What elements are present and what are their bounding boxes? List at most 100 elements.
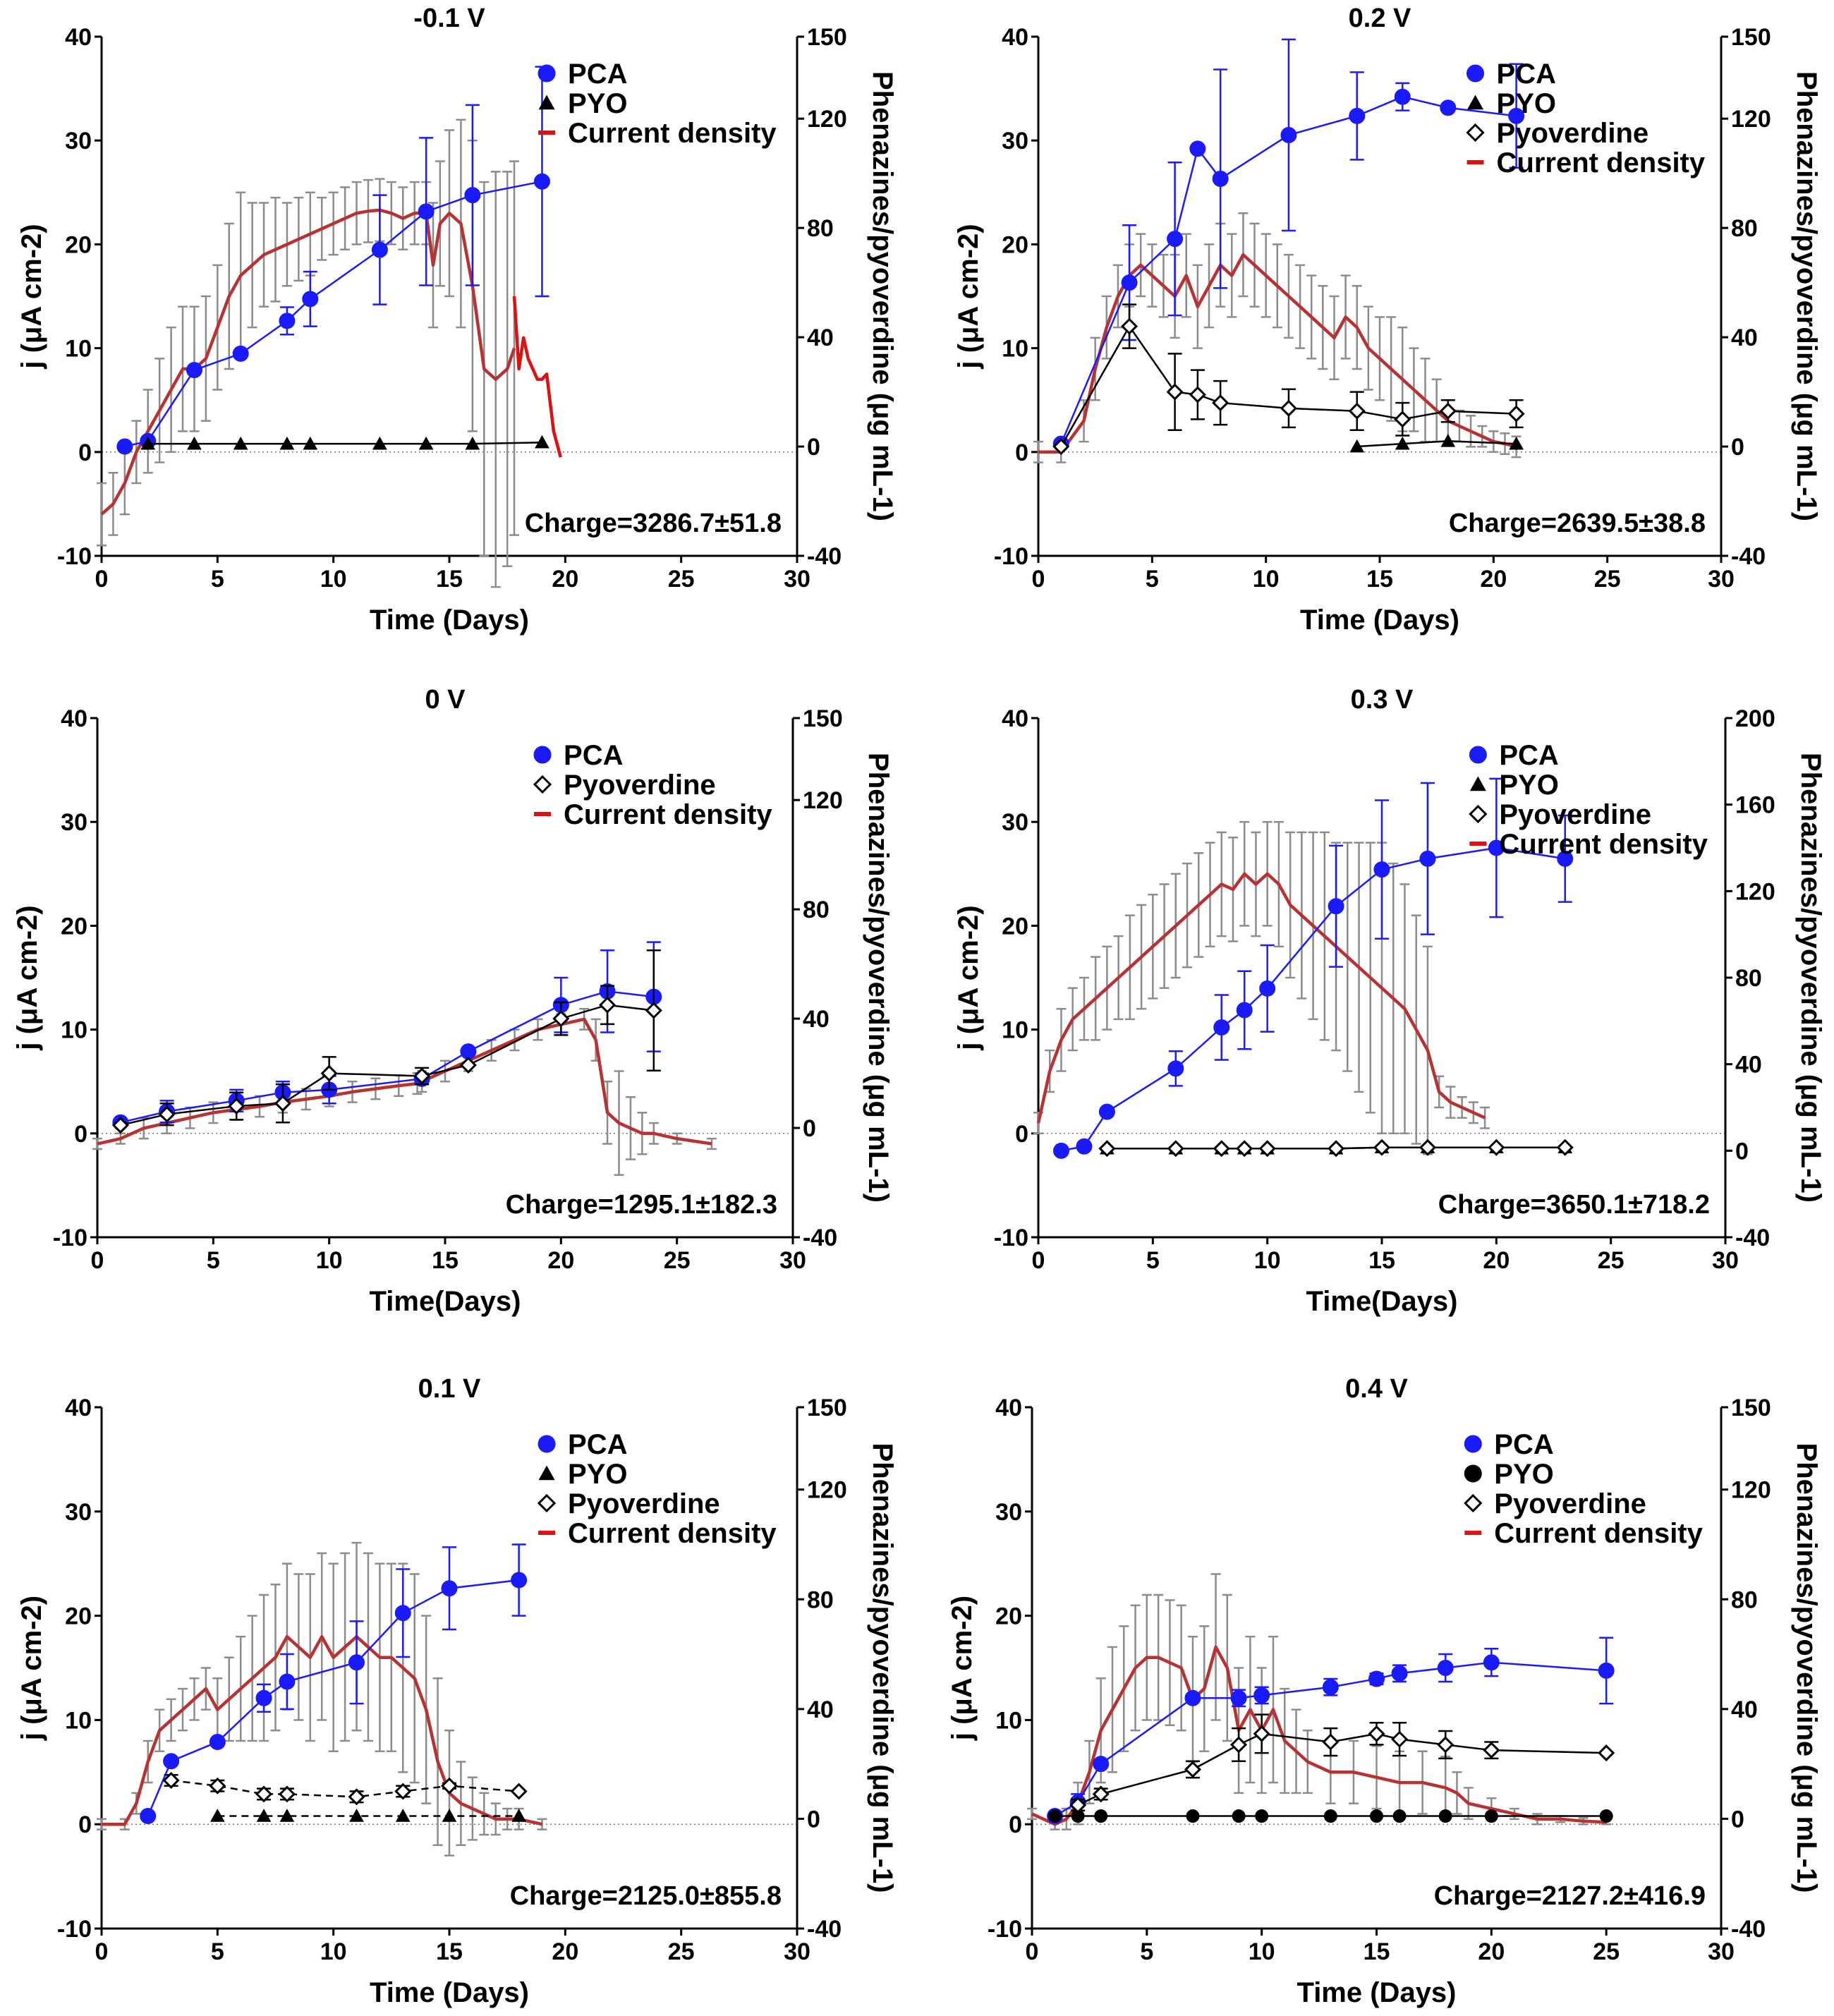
pca-point bbox=[279, 312, 296, 329]
pca-point bbox=[279, 1673, 296, 1690]
y-tick-label: 20 bbox=[1002, 231, 1028, 258]
y2-tick-label: 0 bbox=[807, 1806, 820, 1833]
panel-0.2V: 0.2 V0 5 10 15 20 25 30-10010203040-4004080120… bbox=[953, 4, 1822, 636]
pca-point bbox=[441, 1580, 458, 1597]
pyoverdine-point bbox=[645, 1002, 662, 1019]
x-tick-label: 15 bbox=[1366, 566, 1393, 593]
pca-point bbox=[1440, 99, 1457, 116]
y2-axis-label: Phenazines/pyoverdine (μg mL-1) bbox=[867, 1443, 898, 1893]
charge-annotation: Charge=2127.2±416.9 bbox=[1434, 1881, 1706, 1911]
legend-marker bbox=[538, 64, 556, 83]
pca-line bbox=[124, 181, 542, 448]
legend-marker bbox=[538, 95, 555, 110]
pyo-point bbox=[418, 436, 434, 450]
y-tick-label: 20 bbox=[1002, 913, 1028, 940]
charge-annotation: Charge=2639.5±38.8 bbox=[1449, 509, 1706, 538]
x-tick-label: 0 bbox=[95, 1938, 109, 1965]
pca-point bbox=[1076, 1138, 1093, 1155]
y2-axis-label: Phenazines/pyoverdine (μg mL-1) bbox=[863, 753, 894, 1203]
charge-annotation: Charge=3286.7±51.8 bbox=[525, 509, 782, 538]
y2-tick-label: -40 bbox=[1735, 1225, 1770, 1251]
y2-tick-label: 150 bbox=[1731, 1395, 1771, 1421]
pyoverdine-point bbox=[1280, 399, 1297, 417]
x-tick-label: 15 bbox=[1364, 1938, 1390, 1965]
x-axis-label: Time (Days) bbox=[370, 605, 529, 636]
pyoverdine-line bbox=[171, 1779, 519, 1798]
y-axis-label: j (μA cm-2) bbox=[953, 224, 984, 369]
x-tick-label: 30 bbox=[784, 566, 810, 593]
pyoverdine-point bbox=[1598, 1744, 1615, 1762]
y2-tick-label: 0 bbox=[807, 434, 820, 461]
pyoverdine-point bbox=[1419, 1138, 1436, 1156]
y-tick-label: 0 bbox=[78, 1811, 92, 1838]
x-tick-label: 15 bbox=[1368, 1247, 1395, 1274]
legend-marker bbox=[1466, 64, 1485, 83]
y2-tick-label: 150 bbox=[807, 1395, 847, 1421]
x-tick-label: 25 bbox=[664, 1247, 691, 1274]
pyo-point bbox=[233, 436, 248, 450]
y-tick-label: 0 bbox=[74, 1121, 87, 1148]
pyoverdine-point bbox=[1328, 1140, 1345, 1158]
y2-tick-label: 120 bbox=[807, 1477, 847, 1504]
pca-point bbox=[533, 173, 550, 190]
y2-tick-label: 150 bbox=[803, 705, 843, 732]
pyoverdine-line bbox=[1107, 1146, 1565, 1150]
charge-annotation: Charge=2125.0±855.8 bbox=[510, 1881, 782, 1911]
panel-title: 0 V bbox=[425, 685, 466, 715]
pyo-point bbox=[1509, 436, 1524, 450]
pyoverdine-point bbox=[1258, 1140, 1276, 1158]
y2-tick-label: 80 bbox=[803, 897, 830, 923]
y-tick-label: 40 bbox=[65, 24, 92, 51]
x-tick-label: 30 bbox=[779, 1247, 806, 1274]
panel-0.3V: 0.3 V0 5 10 15 20 25 30-10010203040-4004080120… bbox=[953, 685, 1826, 1317]
pca-point bbox=[1322, 1679, 1339, 1696]
pyoverdine-point bbox=[228, 1098, 245, 1115]
y-tick-label: 30 bbox=[1002, 809, 1028, 836]
pyoverdine-point bbox=[111, 1117, 129, 1134]
x-tick-label: 10 bbox=[1254, 1247, 1281, 1274]
y-axis-label: j (μA cm-2) bbox=[947, 1596, 978, 1741]
pyo-point bbox=[1484, 1809, 1498, 1823]
y-tick-label: 30 bbox=[65, 128, 92, 154]
pyo-point bbox=[279, 1809, 295, 1822]
y2-tick-label: -40 bbox=[1731, 1916, 1766, 1943]
y2-axis-label: Phenazines/pyoverdine (μg mL-1) bbox=[1795, 753, 1826, 1203]
y-tick-label: 0 bbox=[1015, 1121, 1028, 1148]
y-tick-label: -10 bbox=[57, 543, 92, 570]
y-tick-label: 20 bbox=[65, 1603, 92, 1630]
pyoverdine-point bbox=[320, 1064, 338, 1082]
pca-point bbox=[209, 1734, 226, 1751]
pyoverdine-point bbox=[552, 1010, 570, 1028]
pyoverdine-point bbox=[1121, 317, 1138, 335]
current-density-line bbox=[1031, 1645, 1607, 1826]
y-tick-label: 40 bbox=[65, 1395, 92, 1421]
legend-label: Current density bbox=[564, 799, 772, 830]
pca-point bbox=[1121, 274, 1138, 291]
y2-tick-label: 40 bbox=[807, 1696, 834, 1723]
pyoverdine-point bbox=[1052, 438, 1070, 456]
charge-annotation: Charge=1295.1±182.3 bbox=[506, 1190, 777, 1220]
legend-label: PYO bbox=[568, 88, 627, 119]
y2-tick-label: -40 bbox=[803, 1225, 837, 1251]
y-tick-label: 40 bbox=[61, 705, 87, 732]
x-tick-label: 30 bbox=[784, 1938, 810, 1965]
x-tick-label: 30 bbox=[1708, 1938, 1735, 1965]
pca-point bbox=[1052, 1142, 1069, 1159]
pyo-point bbox=[1323, 1809, 1337, 1823]
pca-point bbox=[1488, 839, 1505, 856]
y-tick-label: 30 bbox=[995, 1499, 1022, 1526]
pyoverdine-point bbox=[1507, 405, 1525, 423]
pca-point bbox=[1394, 88, 1411, 105]
pyoverdine-point bbox=[1488, 1138, 1505, 1156]
pca-point bbox=[163, 1753, 180, 1770]
pyoverdine-point bbox=[1236, 1140, 1253, 1158]
current-density-line bbox=[100, 208, 516, 516]
legend-marker bbox=[537, 1493, 557, 1513]
pca-point bbox=[1167, 1060, 1184, 1077]
pyoverdine-point bbox=[1092, 1785, 1110, 1803]
y-axis-label: j (μA cm-2) bbox=[953, 905, 984, 1050]
panel-title: 0.3 V bbox=[1351, 685, 1414, 715]
legend-marker bbox=[538, 1465, 555, 1481]
pyo-line bbox=[147, 441, 542, 445]
y2-tick-label: 80 bbox=[807, 1586, 834, 1613]
